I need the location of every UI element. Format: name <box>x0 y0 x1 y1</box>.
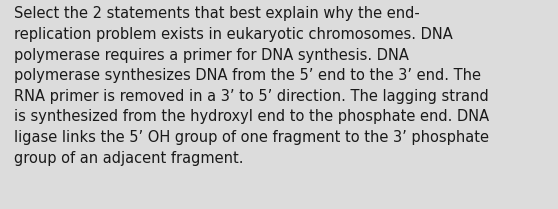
Text: Select the 2 statements that best explain why the end-
replication problem exist: Select the 2 statements that best explai… <box>14 6 489 166</box>
